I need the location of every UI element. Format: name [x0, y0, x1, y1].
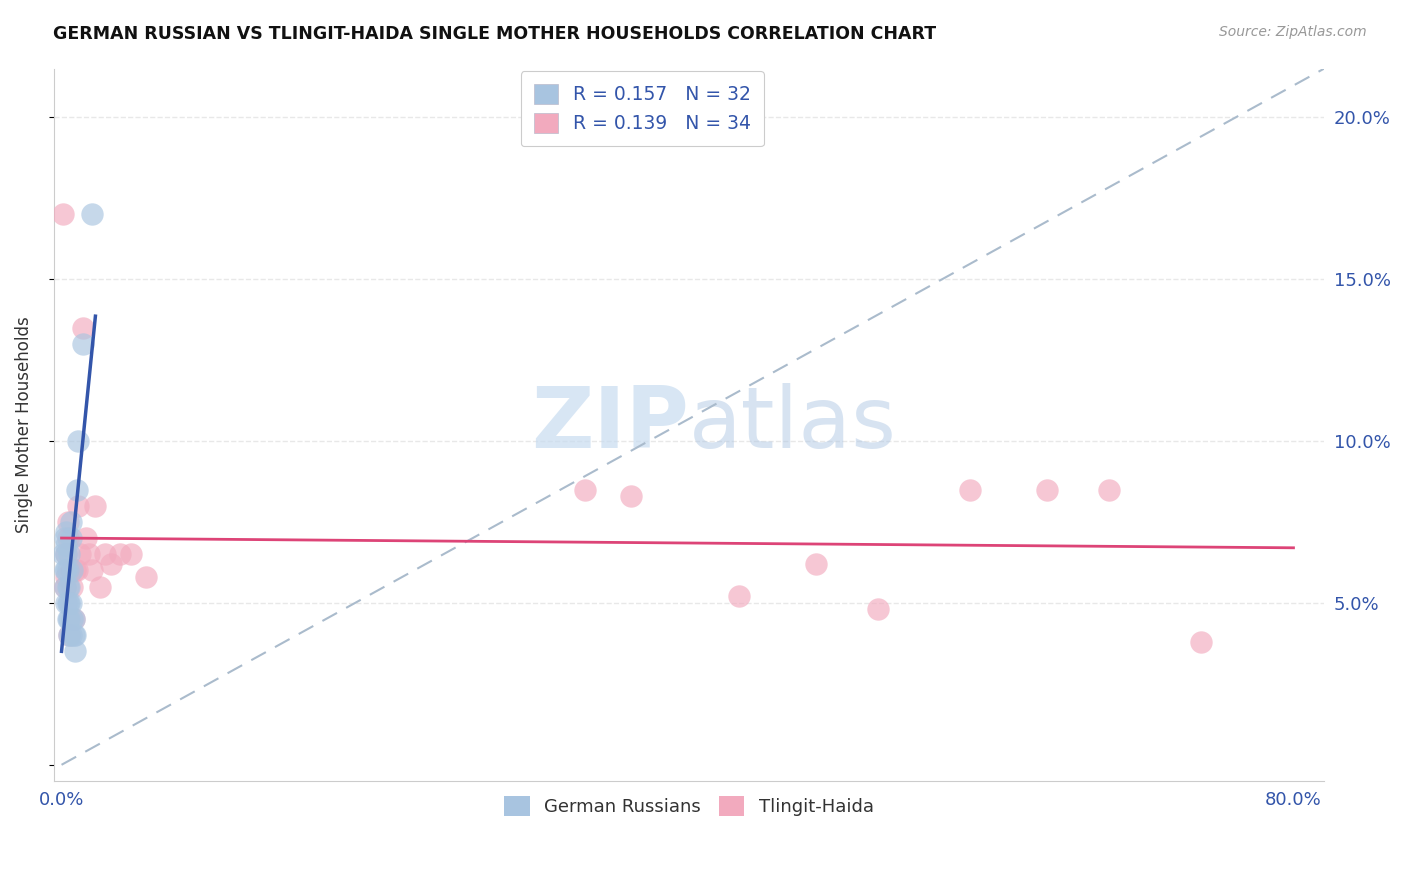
Point	[60, 612, 83, 626]
Point	[69, 547, 91, 561]
Text: atlas: atlas	[689, 384, 897, 467]
Point	[58, 580, 80, 594]
Point	[1098, 483, 1121, 497]
Point	[55, 570, 77, 584]
Point	[77, 547, 100, 561]
Point	[60, 580, 83, 594]
Point	[58, 628, 80, 642]
Point	[59, 564, 82, 578]
Point	[55, 547, 77, 561]
Point	[120, 547, 142, 561]
Point	[58, 628, 80, 642]
Point	[55, 547, 77, 561]
Point	[58, 596, 80, 610]
Point	[56, 531, 79, 545]
Point	[84, 499, 107, 513]
Point	[82, 564, 104, 578]
Point	[56, 612, 79, 626]
Point	[55, 524, 77, 539]
Point	[63, 612, 86, 626]
Point	[67, 499, 90, 513]
Point	[75, 531, 97, 545]
Point	[55, 538, 77, 552]
Point	[58, 547, 80, 561]
Point	[55, 564, 77, 578]
Text: Source: ZipAtlas.com: Source: ZipAtlas.com	[1219, 25, 1367, 39]
Point	[53, 564, 76, 578]
Point	[620, 489, 643, 503]
Point	[135, 570, 157, 584]
Point	[959, 483, 981, 497]
Point	[59, 628, 82, 642]
Text: ZIP: ZIP	[531, 384, 689, 467]
Point	[65, 564, 87, 578]
Point	[72, 320, 94, 334]
Point	[728, 590, 751, 604]
Point	[67, 434, 90, 448]
Point	[89, 580, 111, 594]
Point	[59, 515, 82, 529]
Point	[56, 596, 79, 610]
Point	[66, 483, 89, 497]
Point	[866, 602, 889, 616]
Point	[108, 547, 131, 561]
Point	[1036, 483, 1059, 497]
Point	[52, 207, 75, 221]
Point	[66, 564, 89, 578]
Point	[59, 531, 82, 545]
Point	[53, 580, 76, 594]
Point	[93, 547, 115, 561]
Point	[56, 515, 79, 529]
Point	[574, 483, 596, 497]
Point	[56, 564, 79, 578]
Point	[60, 564, 83, 578]
Text: GERMAN RUSSIAN VS TLINGIT-HAIDA SINGLE MOTHER HOUSEHOLDS CORRELATION CHART: GERMAN RUSSIAN VS TLINGIT-HAIDA SINGLE M…	[53, 25, 936, 43]
Point	[100, 557, 122, 571]
Point	[72, 336, 94, 351]
Point	[65, 628, 87, 642]
Point	[53, 580, 76, 594]
Point	[53, 531, 76, 545]
Point	[82, 207, 104, 221]
Point	[63, 612, 86, 626]
Point	[804, 557, 827, 571]
Point	[63, 628, 86, 642]
Point	[59, 596, 82, 610]
Point	[58, 612, 80, 626]
Legend: German Russians, Tlingit-Haida: German Russians, Tlingit-Haida	[495, 788, 883, 825]
Point	[1189, 634, 1212, 648]
Y-axis label: Single Mother Households: Single Mother Households	[15, 317, 32, 533]
Point	[65, 644, 87, 658]
Point	[55, 596, 77, 610]
Point	[52, 547, 75, 561]
Point	[56, 580, 79, 594]
